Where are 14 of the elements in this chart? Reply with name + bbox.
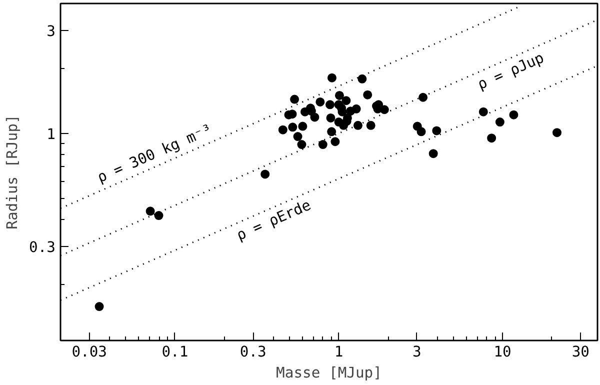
y-tick-label: 1 [46,126,56,144]
x-axis-title: Masse [MJup] [276,364,382,382]
x-tick-label: 0.03 [72,344,107,360]
annotation: ρ = ρJup [475,49,547,94]
y-axis-title: Radius [RJup] [4,114,22,230]
x-tick-label: 10 [494,344,512,360]
x-tick-label: 1 [334,344,344,360]
x-tick-label: 0.1 [162,344,188,360]
x-tick-label: 30 [572,344,590,360]
y-tick-label: 3 [46,22,56,40]
y-tick-label: 0.3 [29,238,56,256]
x-tick-label: 3 [412,344,422,360]
x-tick-label: 0.3 [240,344,266,360]
annotation: ρ = 300 kg m⁻³ [94,121,215,186]
